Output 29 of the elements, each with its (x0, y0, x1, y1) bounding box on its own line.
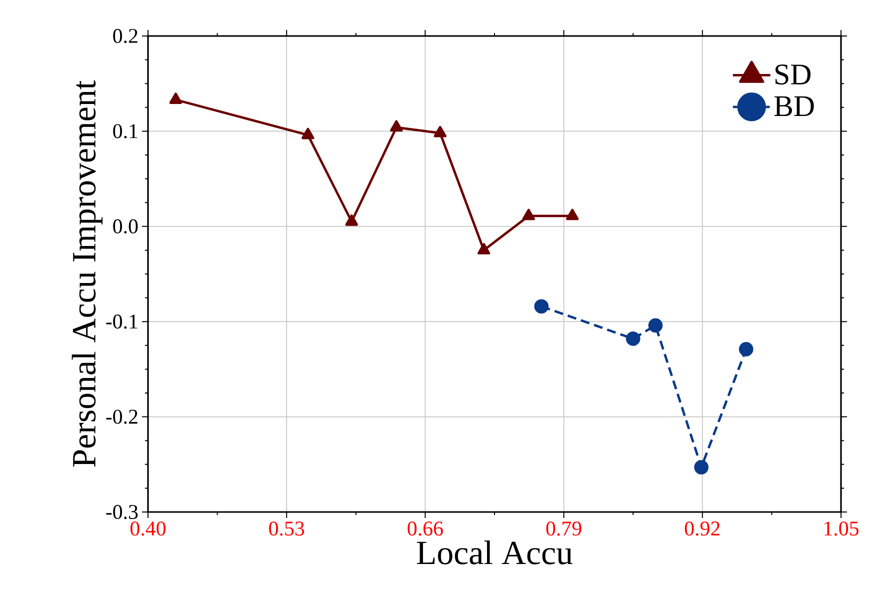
y-tick-label: -0.2 (106, 410, 138, 424)
point (626, 332, 640, 346)
point (390, 120, 403, 132)
y-tick-label: 0.1 (113, 124, 138, 138)
legend-label: BD (774, 96, 814, 116)
x-tick-label: 0.40 (130, 522, 166, 536)
x-axis-title: Local Accu (416, 540, 572, 564)
point (302, 128, 314, 140)
legend-label: SD (776, 64, 811, 85)
x-tick-label: 0.79 (546, 522, 582, 536)
y-axis-title: Personal Accu Improvement (72, 80, 103, 467)
x-tick-label: 0.92 (684, 522, 720, 536)
point (648, 318, 663, 333)
x-tick-label: 1.05 (824, 522, 858, 536)
y-tick-label: -0.3 (106, 504, 138, 520)
point (694, 460, 709, 474)
point (738, 342, 754, 356)
point (345, 214, 358, 226)
point (522, 208, 535, 220)
point (534, 299, 549, 314)
x-tick-label: 0.66 (408, 522, 443, 536)
point (169, 92, 182, 104)
y-tick-label: 0.2 (113, 28, 138, 44)
x-tick-label: 0.53 (269, 522, 304, 536)
y-tick-label: 0.0 (113, 219, 138, 234)
point (566, 208, 579, 220)
point (477, 243, 490, 254)
point (434, 126, 446, 138)
y-tick-label: -0.1 (106, 314, 138, 329)
